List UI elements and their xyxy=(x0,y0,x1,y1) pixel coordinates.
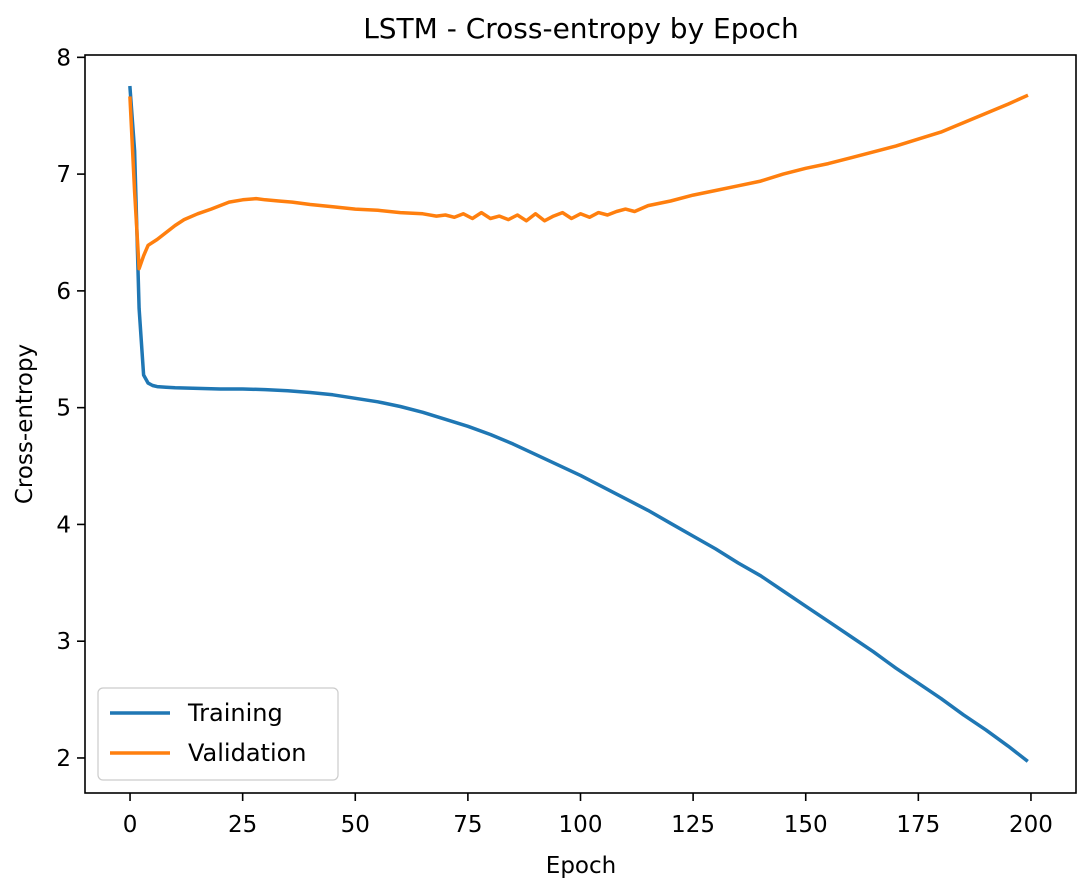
legend-box xyxy=(97,687,339,781)
x-tick-label: 200 xyxy=(1009,812,1053,838)
y-tick-label: 7 xyxy=(56,162,71,188)
x-tick-label: 100 xyxy=(559,812,603,838)
x-tick-label: 75 xyxy=(453,812,482,838)
series-line-training xyxy=(128,85,1029,763)
y-axis-title: Cross-entropy xyxy=(12,344,38,504)
x-tick-label: 0 xyxy=(123,812,138,838)
y-tick-label: 5 xyxy=(56,396,71,422)
legend: Training Validation xyxy=(97,687,339,781)
x-tick-label: 50 xyxy=(341,812,370,838)
legend-label-training: Training xyxy=(187,699,283,727)
x-axis-title: Epoch xyxy=(546,853,616,879)
series-line-validation xyxy=(128,93,1029,271)
series-layer xyxy=(128,85,1029,763)
y-tick-label: 4 xyxy=(56,512,71,538)
x-tick-label: 150 xyxy=(784,812,828,838)
ticks-layer: 0 25 50 75 100 125 150 175 200 2 3 4 5 6 7 8 xyxy=(56,45,1053,838)
y-tick-label: 2 xyxy=(56,746,71,772)
x-tick-label: 175 xyxy=(896,812,940,838)
x-tick-label: 125 xyxy=(671,812,715,838)
x-tick-label: 25 xyxy=(228,812,257,838)
y-tick-label: 6 xyxy=(56,279,71,305)
y-tick-label: 8 xyxy=(56,45,71,71)
chart-title: LSTM - Cross-entropy by Epoch xyxy=(363,12,799,45)
y-tick-label: 3 xyxy=(56,629,71,655)
legend-label-validation: Validation xyxy=(188,739,307,767)
